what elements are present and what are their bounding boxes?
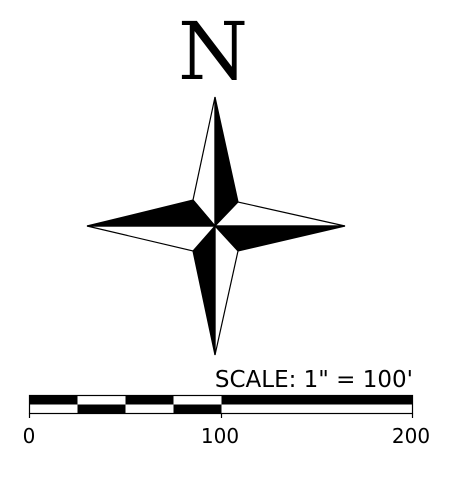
scale-segment-top-5 — [221, 395, 413, 405]
west-point-lower-half — [86, 225, 217, 252]
scale-segment-bottom-2 — [77, 404, 126, 414]
scale-segment-top-1 — [29, 395, 78, 405]
scale-caption: SCALE: 1" = 100' — [215, 367, 413, 393]
east-point-upper-half — [213, 201, 346, 227]
west-point-upper-half — [86, 199, 217, 227]
scale-label-100: 100 — [201, 424, 239, 448]
scale-segment-bottom-4 — [173, 404, 222, 414]
scale-label-200: 200 — [392, 424, 430, 448]
scale-label-0: 0 — [23, 424, 36, 448]
north-label: N — [178, 5, 248, 98]
scale-bar — [28, 394, 414, 418]
compass-rose-icon — [86, 96, 346, 356]
scale-segment-top-3 — [125, 395, 174, 405]
